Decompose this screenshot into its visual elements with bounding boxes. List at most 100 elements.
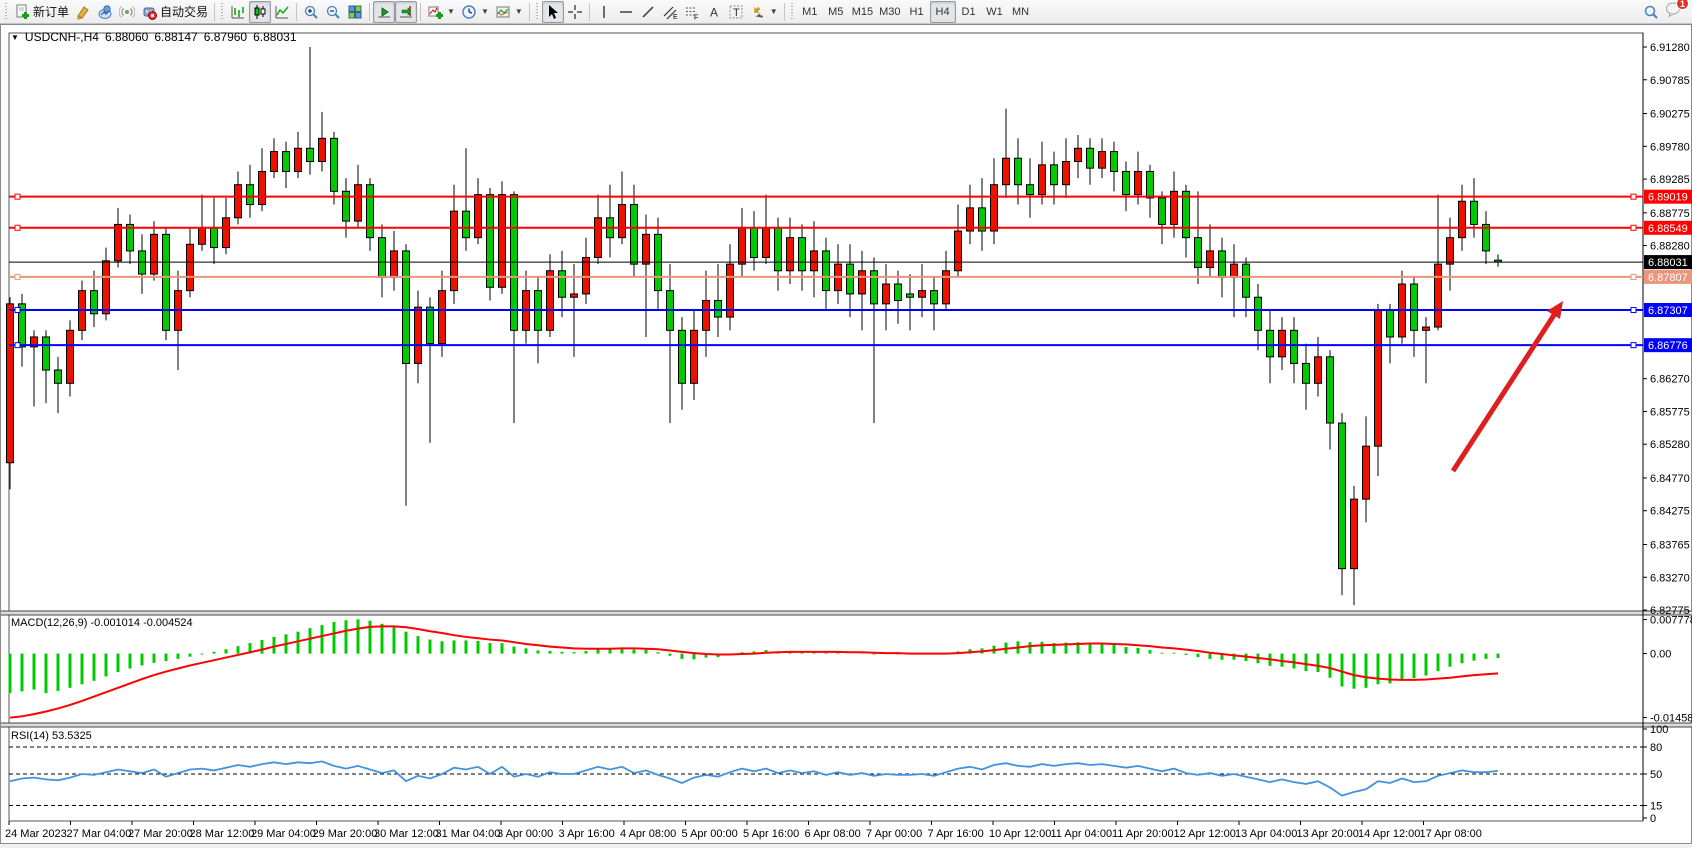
toolbar-drag-handle[interactable] bbox=[534, 2, 540, 21]
support-line-blue-2-handle[interactable] bbox=[14, 342, 21, 349]
candle-body bbox=[1326, 356, 1334, 424]
line-chart-icon bbox=[275, 5, 289, 18]
macd-pane[interactable] bbox=[8, 614, 1644, 724]
horizontal-line-button[interactable] bbox=[615, 1, 637, 23]
templates-button[interactable]: ▼ bbox=[492, 1, 526, 23]
news-button[interactable] bbox=[116, 1, 138, 23]
candle-body bbox=[1062, 161, 1070, 186]
annotation-arrow-head[interactable] bbox=[1547, 301, 1563, 319]
time-axis-label: 11 Apr 04:00 bbox=[1051, 828, 1113, 840]
support-line-blue-1-handle[interactable] bbox=[14, 307, 21, 314]
text-button[interactable]: A bbox=[703, 1, 725, 23]
profile-button[interactable] bbox=[94, 1, 116, 23]
macd-label: MACD(12,26,9) -0.001014 -0.004524 bbox=[11, 617, 193, 629]
resistance-line-1-handle[interactable] bbox=[14, 193, 21, 200]
toolbar-right: 1 bbox=[1643, 0, 1690, 22]
candle-body bbox=[414, 306, 422, 364]
auto-trading-button[interactable]: 自动交易 bbox=[138, 1, 211, 23]
pane-splitter-1[interactable] bbox=[1, 611, 1692, 615]
candle-body bbox=[486, 194, 494, 288]
periods-dropdown-caret[interactable]: ▼ bbox=[480, 7, 489, 16]
crosshair-button[interactable] bbox=[564, 1, 586, 23]
line-chart-button[interactable] bbox=[271, 1, 293, 23]
macd-tick-label: 0.00 bbox=[1650, 649, 1671, 661]
pane-splitter-2[interactable] bbox=[1, 723, 1692, 727]
candle-body bbox=[1026, 184, 1034, 196]
templates-dropdown-caret[interactable]: ▼ bbox=[514, 7, 523, 16]
symbol-dropdown-icon[interactable]: ▼ bbox=[11, 32, 19, 42]
zoom-in-button[interactable] bbox=[300, 1, 322, 23]
resistance-line-2-handle[interactable] bbox=[14, 224, 21, 231]
text-label-button[interactable]: T bbox=[725, 1, 747, 23]
bar-chart-button[interactable] bbox=[227, 1, 249, 23]
arrows-dropdown-caret[interactable]: ▼ bbox=[769, 7, 778, 16]
candle-body bbox=[570, 293, 578, 298]
toolbar-drag-handle[interactable] bbox=[4, 2, 9, 21]
indicators-button[interactable]: ▼ bbox=[424, 1, 458, 23]
fibonacci-button[interactable]: F bbox=[681, 1, 703, 23]
candle-body bbox=[1254, 296, 1262, 331]
chat-button[interactable]: 1 bbox=[1665, 0, 1689, 22]
candle-body bbox=[126, 223, 134, 252]
timeframe-H1[interactable]: H1 bbox=[909, 5, 924, 18]
equidistant-channel-button[interactable]: E bbox=[659, 1, 681, 23]
indicators-dropdown-caret[interactable]: ▼ bbox=[447, 7, 455, 16]
periods-button[interactable]: ▼ bbox=[458, 1, 492, 23]
candle-body bbox=[1182, 190, 1190, 239]
annotation-arrow-shaft[interactable] bbox=[1450, 313, 1557, 473]
arrows-button[interactable]: ▼ bbox=[747, 1, 781, 23]
candle-body bbox=[1350, 498, 1358, 570]
timeframe-D1[interactable]: D1 bbox=[961, 5, 976, 18]
candle-body bbox=[1110, 151, 1118, 172]
candle-body bbox=[402, 250, 410, 364]
candlestick-chart-button[interactable] bbox=[249, 0, 272, 23]
chart-canvas[interactable]: 6.91280 6.90785 6.90275 6.89780 6.89285 6.887… bbox=[1, 25, 1692, 845]
candle-body bbox=[342, 190, 350, 222]
price-tick-label: 6.82775 bbox=[1650, 605, 1690, 617]
toolbar-separator bbox=[588, 2, 590, 21]
new-order-button[interactable]: 新订单 bbox=[11, 1, 72, 23]
vertical-line-button[interactable] bbox=[593, 1, 615, 23]
auto-scroll-button[interactable] bbox=[373, 0, 396, 23]
candle-body bbox=[234, 184, 242, 219]
candle-body bbox=[222, 217, 230, 249]
quotes-button[interactable] bbox=[72, 1, 94, 23]
chart-shift-button[interactable] bbox=[395, 0, 418, 23]
candle-body bbox=[762, 227, 770, 259]
tile-windows-button[interactable] bbox=[344, 1, 366, 23]
timeframe-M15[interactable]: M15 bbox=[851, 5, 874, 18]
main-pane[interactable] bbox=[8, 32, 1644, 612]
chart-window[interactable]: ▼ USDCNH-,H4 6.88060 6.88147 6.87960 6.8… bbox=[0, 24, 1692, 844]
timeframe-W1[interactable]: W1 bbox=[986, 5, 1003, 18]
timeframe-MN[interactable]: MN bbox=[1011, 5, 1030, 18]
time-axis-label: 6 Apr 08:00 bbox=[805, 828, 861, 840]
toolbar-drag-handle[interactable] bbox=[220, 2, 226, 21]
toolbar-drag-handle[interactable] bbox=[789, 2, 795, 21]
candle-body bbox=[318, 137, 326, 163]
candle-body bbox=[858, 270, 866, 295]
timeframe-H4[interactable]: H4 bbox=[929, 0, 956, 23]
search-icon[interactable] bbox=[1643, 4, 1659, 20]
cursor-button[interactable] bbox=[541, 0, 564, 23]
rsi-line bbox=[9, 760, 1499, 797]
timeframe-M1[interactable]: M1 bbox=[802, 5, 818, 18]
price-tick-label: 6.90785 bbox=[1650, 75, 1690, 87]
resistance-line-2-handle[interactable] bbox=[1630, 224, 1637, 231]
candle-body bbox=[18, 303, 26, 348]
clock-icon bbox=[462, 4, 476, 19]
current-price-line-badge-label: 6.88031 bbox=[1648, 257, 1688, 269]
resistance-line-2-badge bbox=[1644, 220, 1692, 235]
toolbar-separator bbox=[528, 2, 530, 21]
support-line-salmon-handle[interactable] bbox=[1630, 273, 1637, 280]
timeframe-M30[interactable]: M30 bbox=[879, 5, 901, 18]
trendline-button[interactable] bbox=[637, 1, 659, 23]
support-line-blue-2-handle[interactable] bbox=[1630, 342, 1637, 349]
timeframe-M5[interactable]: M5 bbox=[828, 5, 844, 18]
support-line-salmon-handle[interactable] bbox=[14, 273, 21, 280]
support-line-blue-1-handle[interactable] bbox=[1630, 307, 1637, 314]
resistance-line-1-handle[interactable] bbox=[1630, 193, 1637, 200]
price-tick-label: 6.91280 bbox=[1650, 42, 1690, 54]
price-tick-label: 6.90275 bbox=[1650, 109, 1690, 121]
candle-body bbox=[1422, 326, 1430, 331]
zoom-out-button[interactable] bbox=[322, 1, 344, 23]
